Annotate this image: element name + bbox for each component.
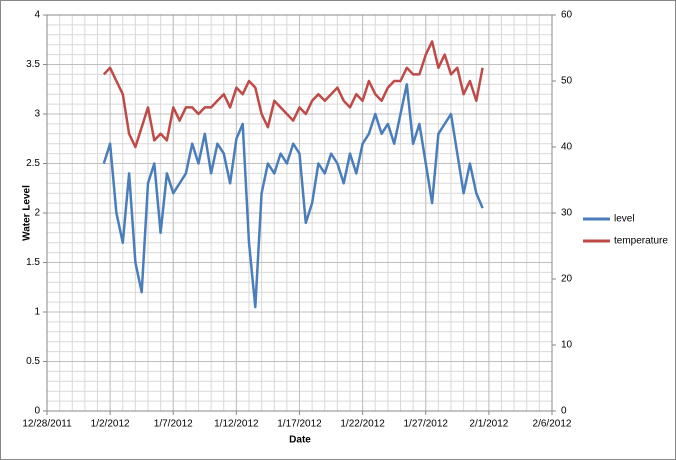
y-tick-label: 2.5 (26, 158, 40, 169)
y2-tick-label: 50 (561, 76, 573, 87)
x-axis-label: Date (289, 435, 311, 446)
y-tick-label: 0 (34, 406, 40, 417)
y-axis-label: Water Level (22, 185, 33, 241)
x-tick-label: 12/28/2011 (22, 419, 72, 430)
legend-label: temperature (614, 236, 668, 247)
y-tick-label: 4 (34, 10, 40, 21)
x-tick-label: 1/22/2012 (340, 419, 385, 430)
plot-area (46, 14, 553, 412)
y2-tick-label: 10 (561, 340, 573, 351)
y-tick-label: 0.5 (26, 356, 40, 367)
y-tick-label: 3.5 (26, 59, 40, 70)
y2-tick-label: 40 (561, 142, 573, 153)
y-tick-label: 3 (34, 109, 40, 120)
y-tick-label: 1.5 (26, 257, 40, 268)
x-tick-label: 1/27/2012 (404, 419, 449, 430)
series-line (102, 40, 484, 149)
y-tick-label: 2 (34, 208, 40, 219)
x-tick-label: 1/2/2012 (91, 419, 130, 430)
x-tick-label: 2/6/2012 (533, 419, 572, 430)
x-tick-label: 1/12/2012 (214, 419, 259, 430)
y2-tick-label: 30 (561, 208, 573, 219)
y-tick-label: 1 (34, 307, 40, 318)
x-tick-label: 1/7/2012 (154, 419, 193, 430)
x-tick-label: 1/17/2012 (277, 419, 322, 430)
y2-tick-label: 60 (561, 10, 573, 21)
x-tick-label: 2/1/2012 (469, 419, 508, 430)
y2-tick-label: 20 (561, 274, 573, 285)
series-line (102, 83, 484, 309)
legend-label: level (614, 214, 635, 225)
y2-tick-label: 0 (561, 406, 567, 417)
